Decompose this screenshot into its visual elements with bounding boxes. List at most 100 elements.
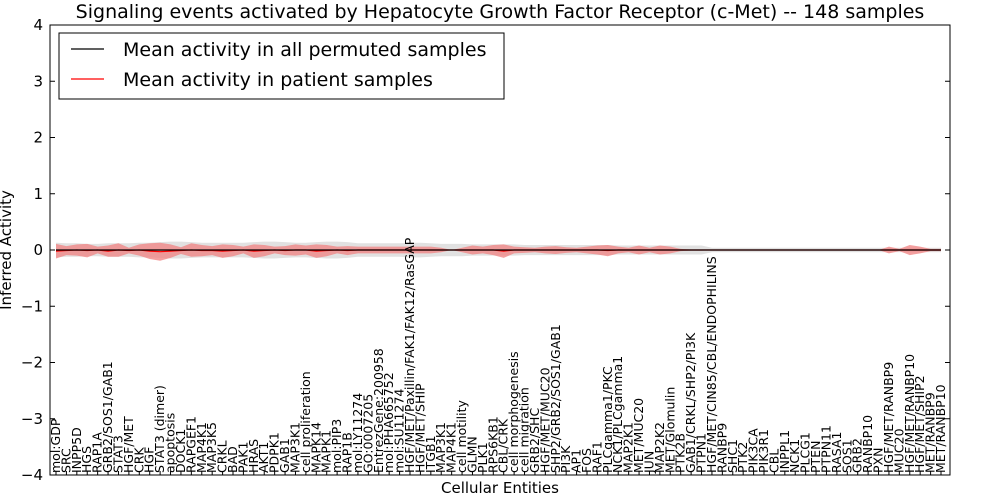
x-tick-label: AP1 bbox=[569, 449, 584, 473]
x-tick-label: CBL/CRK bbox=[496, 418, 511, 473]
x-tick-label: HGF/MET/RANBP9 bbox=[881, 362, 896, 473]
y-tick-label: −1 bbox=[21, 297, 43, 315]
x-tick-label: SHP2/GRB2/SOS1/GAB1 bbox=[548, 324, 563, 473]
x-tick-label: RAF1 bbox=[589, 441, 604, 473]
x-tick-label: mol:PHA665752 bbox=[381, 372, 396, 473]
x-tick-label: PIK3R1 bbox=[756, 429, 771, 473]
x-tick-label: PLCgamma1/PKC bbox=[600, 366, 615, 473]
x-tick-label: PTK2 bbox=[735, 442, 750, 473]
y-tick-label: −2 bbox=[21, 354, 43, 372]
x-tick-label: INPPL1 bbox=[777, 430, 792, 473]
x-tick-label: STAT3 bbox=[110, 435, 125, 473]
legend-label-permuted: Mean activity in all permuted samples bbox=[123, 39, 486, 61]
x-tick-label: SRC bbox=[58, 448, 73, 473]
legend-label-patient: Mean activity in patient samples bbox=[123, 69, 433, 91]
x-tick-label: apoptosis bbox=[163, 413, 178, 473]
x-tick-label: MET/RANBP10 bbox=[933, 384, 948, 473]
x-tick-label: SHC1 bbox=[725, 439, 740, 473]
x-tick-label: CRKL bbox=[215, 440, 230, 473]
x-tick-label: JUN bbox=[641, 451, 656, 474]
x-tick-label: cell proliferation bbox=[298, 371, 313, 473]
x-tick-label: GRB2/SHC bbox=[527, 408, 542, 473]
x-tick-label: MAP2K2 bbox=[652, 422, 667, 473]
x-tick-label: MAP3K5 bbox=[204, 422, 219, 473]
x-tick-label: RANBP9 bbox=[714, 423, 729, 473]
x-tick-label: GLMN bbox=[464, 436, 479, 473]
x-tick-label: GAB1/CRKL/SHP2/PI3K bbox=[683, 332, 698, 473]
lines-layer bbox=[55, 249, 941, 253]
x-axis-label: Cellular Entities bbox=[441, 479, 559, 497]
y-tick-label: −3 bbox=[21, 410, 43, 428]
y-axis: −4 −3 −2 −1 0 1 2 3 4 bbox=[21, 16, 950, 484]
x-tick-label: PAK1 bbox=[235, 442, 250, 473]
y-tick-label: −4 bbox=[21, 466, 43, 484]
x-tick-label: NCK1/PLCgamma1 bbox=[610, 356, 625, 473]
x-tick-label: HGF bbox=[142, 447, 157, 473]
x-tick-label: MAPK14 bbox=[308, 422, 323, 473]
x-tick-label: MAP2K1 bbox=[621, 422, 636, 473]
x-tick-label: mol:GDP bbox=[48, 418, 63, 473]
x-tick-label: mol:SU11274 bbox=[392, 389, 407, 473]
x-tick-label: HGF/MET bbox=[121, 416, 136, 473]
x-tick-label: EntrezGene:200958 bbox=[371, 348, 386, 473]
x-tick-label: HGF/MET/SHIP bbox=[412, 383, 427, 473]
y-tick-label: 3 bbox=[33, 72, 43, 90]
x-tick-label: RAP1A bbox=[90, 432, 105, 473]
x-axis: mol:GDPSRCINPP5DHGSRAP1AGRB2/SOS1/GAB1ST… bbox=[48, 237, 948, 475]
x-tick-label: cell morphogenesis bbox=[506, 351, 521, 473]
x-tick-label: mol:PIP3 bbox=[329, 419, 344, 473]
x-tick-label: MUC20 bbox=[891, 428, 906, 473]
x-tick-label: MAPK1 bbox=[319, 430, 334, 473]
x-tick-label: PTEN bbox=[808, 441, 823, 473]
x-tick-label: RPS6KB1 bbox=[485, 416, 500, 473]
x-tick-label: HGF/MET/CIN85/CBL/ENDOPHILINS bbox=[704, 256, 719, 473]
x-tick-label: PTK2B bbox=[673, 433, 688, 473]
x-tick-label: MAP3K1 bbox=[433, 422, 448, 473]
x-tick-label: MET/MUC20 bbox=[631, 398, 646, 473]
x-tick-label: PI3K bbox=[558, 445, 573, 473]
x-tick-label: mol:LY11274 bbox=[350, 393, 365, 473]
x-tick-label: MAP3K1 bbox=[287, 422, 302, 473]
x-tick-label: GO:0007205 bbox=[360, 394, 375, 473]
x-tick-label: PIK3CA bbox=[746, 428, 761, 473]
x-tick-label: CBL bbox=[766, 449, 781, 473]
x-tick-label: HGS bbox=[79, 446, 94, 473]
x-tick-label: HGF/MET/RANBP10 bbox=[902, 354, 917, 473]
y-axis-label: Inferred Activity bbox=[0, 190, 15, 310]
x-tick-label: CRK bbox=[131, 447, 146, 473]
x-tick-label: BAD bbox=[225, 446, 240, 473]
x-tick-label: RASA1 bbox=[829, 432, 844, 473]
legend: Mean activity in all permuted samples Me… bbox=[58, 32, 505, 100]
x-tick-label: FOS bbox=[579, 448, 594, 473]
y-tick-label: 4 bbox=[33, 16, 43, 34]
y-tick-label: 2 bbox=[33, 129, 43, 147]
x-tick-label: INPP5D bbox=[69, 427, 84, 473]
x-tick-label: MAP4K1 bbox=[194, 422, 209, 473]
x-tick-label: cell motility bbox=[454, 399, 469, 473]
x-tick-label: ITGB1 bbox=[423, 435, 438, 473]
y-tick-label: 1 bbox=[33, 185, 43, 203]
x-tick-label: MAP4K1 bbox=[444, 422, 459, 473]
y-tick-label: 0 bbox=[33, 241, 43, 259]
x-tick-label: HGF/MET/MUC20 bbox=[537, 367, 552, 473]
x-tick-label: SOS1 bbox=[839, 439, 854, 473]
legend-box bbox=[58, 32, 505, 100]
x-tick-label: DOCK1 bbox=[173, 429, 188, 473]
x-tick-label: NCK1 bbox=[787, 439, 802, 473]
x-tick-label: PLK1 bbox=[475, 442, 490, 473]
chart-title: Signaling events activated by Hepatocyte… bbox=[76, 1, 925, 23]
x-tick-label: GRB2/SOS1/GAB1 bbox=[100, 361, 115, 473]
x-tick-label: MET/Glomulin bbox=[662, 387, 677, 473]
x-tick-label: RAP1B bbox=[340, 432, 355, 473]
x-tick-label: PTPN1 bbox=[694, 433, 709, 473]
x-tick-label: GAB1 bbox=[277, 438, 292, 473]
x-tick-label: RANBP10 bbox=[860, 415, 875, 473]
x-tick-label: PXN bbox=[871, 448, 886, 473]
x-tick-label: PDPK1 bbox=[267, 432, 282, 473]
patient-spread-band bbox=[56, 242, 941, 261]
x-tick-label: RAPGEF1 bbox=[183, 416, 198, 473]
x-tick-label: MET/RANBP9 bbox=[923, 392, 938, 473]
x-tick-label: HRAS bbox=[246, 439, 261, 473]
x-tick-label: cell migration bbox=[517, 387, 532, 473]
